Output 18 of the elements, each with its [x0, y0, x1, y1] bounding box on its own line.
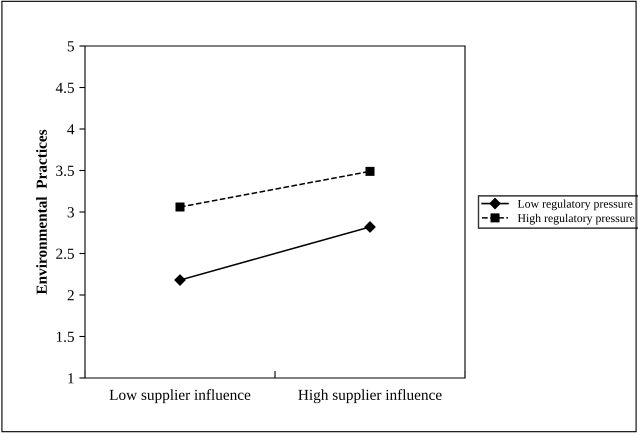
y-axis-title: Environmental Practices: [36, 130, 47, 294]
legend-label: Low regulatory pressure: [518, 199, 632, 210]
point: [175, 202, 185, 212]
y-tick-label: 1: [68, 373, 74, 384]
point: [365, 166, 375, 176]
y-tick-label: 1.5: [56, 332, 74, 342]
y-tick-label: 3: [68, 207, 74, 218]
x-tick-label: High supplier influence: [298, 389, 442, 404]
y-tick-label: 4.5: [56, 82, 74, 94]
y-tick-label: 3.5: [56, 166, 74, 176]
y-tick-label: 2: [68, 290, 74, 300]
y-tick-label: 5: [68, 41, 74, 52]
legend-label: High regulatory pressure: [518, 214, 634, 225]
point: [364, 221, 376, 233]
y-tick-label: 2.5: [56, 248, 74, 260]
y-tick-label: 4: [67, 124, 74, 134]
x-tick-label: Low supplier influence: [110, 389, 250, 404]
point: [174, 274, 186, 286]
